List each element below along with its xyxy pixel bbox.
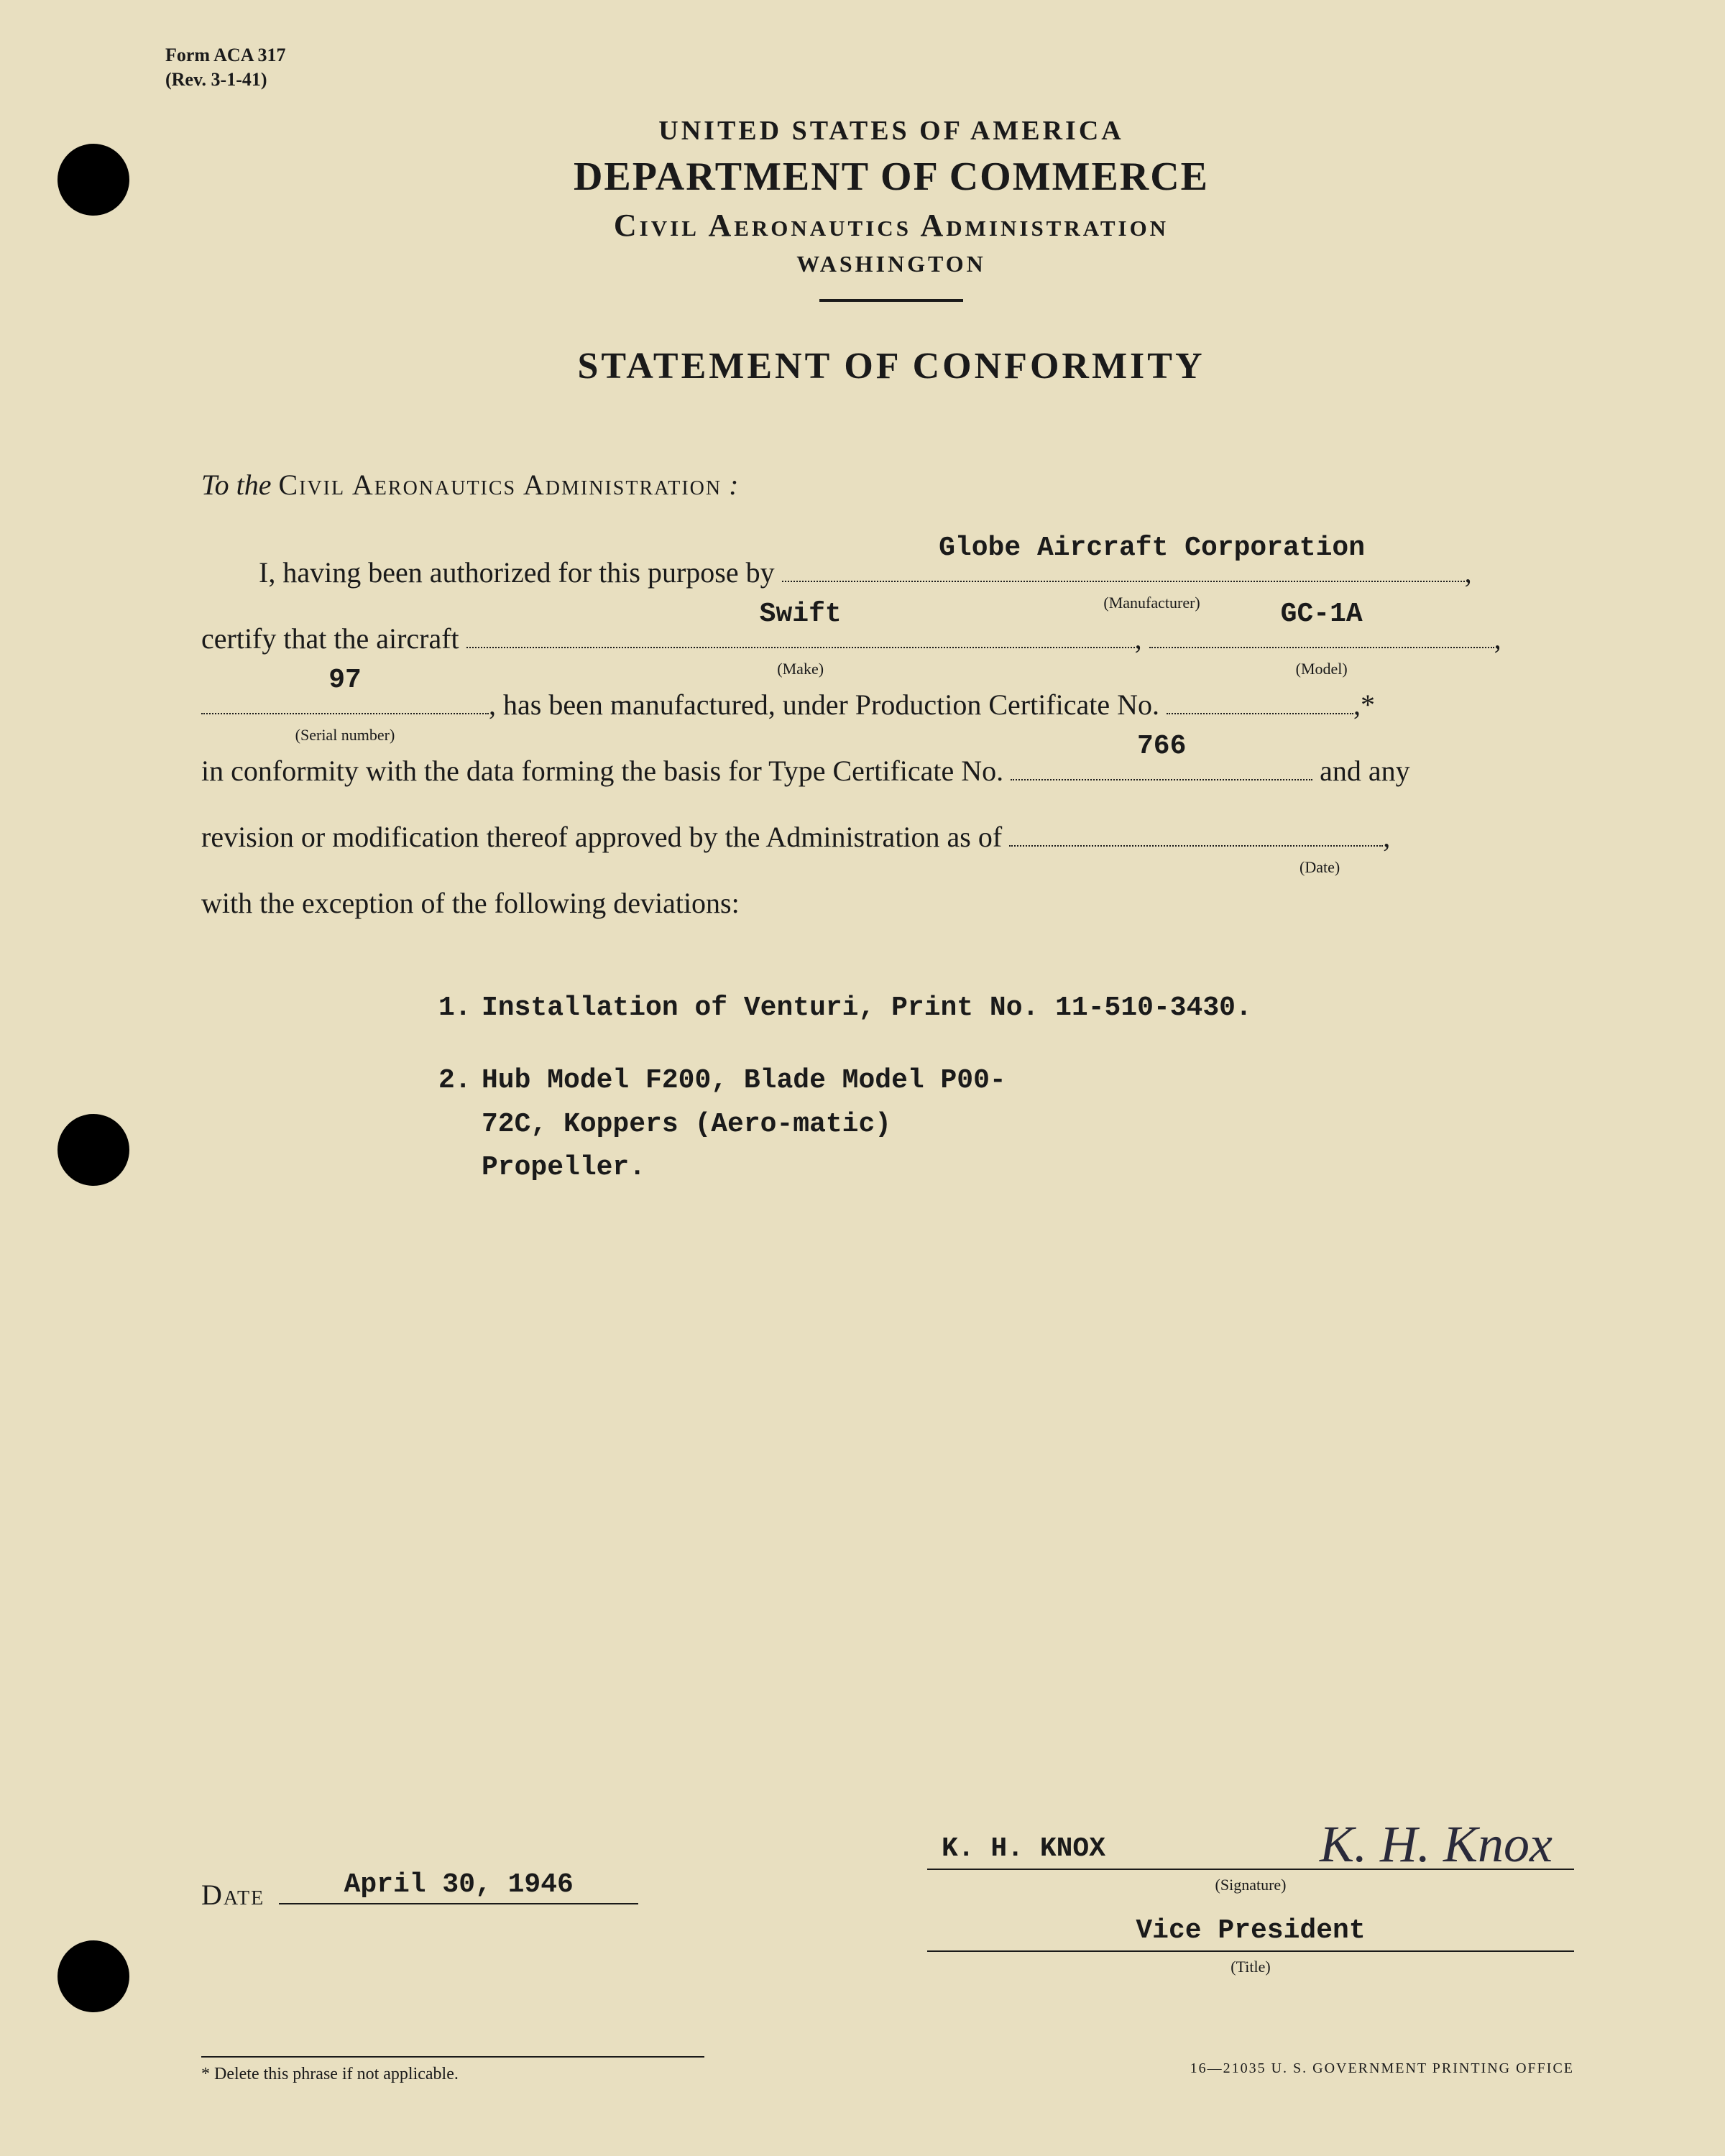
paragraph-2: certify that the aircraft Swift(Make), G… [201, 606, 1581, 672]
signature-section: K. H. KNOX K. H. Knox (Signature) Vice P… [927, 1827, 1574, 1998]
date-field: April 30, 1946 [279, 1903, 638, 1904]
production-cert-field [1167, 713, 1353, 714]
type-cert-value: 766 [1137, 715, 1186, 778]
text: revision or modification thereof approve… [201, 821, 1009, 853]
paragraph-5: revision or modification thereof approve… [201, 804, 1581, 870]
text: , has been manufactured, under Productio… [489, 688, 1167, 721]
deviations-list: 1. Installation of Venturi, Print No. 11… [438, 987, 1581, 1190]
header-city: WASHINGTON [201, 251, 1581, 277]
punch-hole-icon [58, 1114, 129, 1186]
text: , [1135, 622, 1149, 655]
text: ,* [1353, 688, 1375, 721]
header-department: DEPARTMENT OF COMMERCE [201, 154, 1581, 200]
date-value: April 30, 1946 [344, 1869, 574, 1900]
date-section: Date April 30, 1946 [201, 1878, 638, 1912]
gpo-notice: 16—21035 U. S. GOVERNMENT PRINTING OFFIC… [1190, 2060, 1574, 2077]
punch-hole-icon [58, 144, 129, 216]
body-text: To the Civil Aeronautics Administration … [201, 452, 1581, 936]
date-label: Date [201, 1879, 264, 1911]
signer-title: Vice President [1136, 1915, 1365, 1946]
approval-date-field: (Date) [1009, 845, 1383, 847]
signature-typed-name: K. H. KNOX [942, 1833, 1105, 1864]
paragraph-1: I, having been authorized for this purpo… [201, 540, 1581, 606]
title-label: (Title) [927, 1958, 1574, 1976]
serial-value: 97 [328, 649, 362, 711]
header-agency: Civil Aeronautics Administration [201, 207, 1581, 244]
signature-line: K. H. KNOX K. H. Knox [927, 1827, 1574, 1870]
text: , [1383, 821, 1390, 853]
text: in conformity with the data forming the … [201, 755, 1011, 787]
document-header: UNITED STATES OF AMERICA DEPARTMENT OF C… [201, 115, 1581, 387]
document-page: Form ACA 317 (Rev. 3-1-41) UNITED STATES… [0, 0, 1725, 2156]
make-value: Swift [760, 583, 842, 645]
deviation-text: Hub Model F200, Blade Model P00-72C, Kop… [482, 1059, 1028, 1190]
deviation-text: Installation of Venturi, Print No. 11-51… [482, 987, 1252, 1031]
type-cert-field: 766 [1011, 779, 1312, 780]
salutation-prefix: To the [201, 469, 271, 501]
footnote: * Delete this phrase if not applicable. [201, 2056, 704, 2084]
document-title: STATEMENT OF CONFORMITY [201, 345, 1581, 387]
deviation-item: 2. Hub Model F200, Blade Model P00-72C, … [438, 1059, 1581, 1190]
paragraph-6: with the exception of the following devi… [201, 870, 1581, 936]
text: I, having been authorized for this purpo… [259, 556, 782, 589]
deviation-number: 1. [438, 987, 482, 1031]
salutation-recipient: Civil Aeronautics Administration [278, 469, 722, 501]
paragraph-4: in conformity with the data forming the … [201, 738, 1581, 804]
salutation: To the Civil Aeronautics Administration … [201, 452, 1581, 518]
text: and any [1312, 755, 1410, 787]
make-field: Swift(Make) [466, 647, 1135, 648]
signature-label: (Signature) [927, 1876, 1574, 1894]
form-id: Form ACA 317 [165, 43, 286, 68]
model-field: GC-1A(Model) [1149, 647, 1494, 648]
serial-field: 97(Serial number) [201, 713, 489, 714]
paragraph-3: 97(Serial number), has been manufactured… [201, 672, 1581, 738]
header-country: UNITED STATES OF AMERICA [201, 115, 1581, 147]
deviation-number: 2. [438, 1059, 482, 1190]
model-value: GC-1A [1281, 583, 1363, 645]
text: with the exception of the following devi… [201, 887, 740, 919]
title-line: Vice President [927, 1916, 1574, 1952]
header-divider [819, 299, 963, 302]
deviation-item: 1. Installation of Venturi, Print No. 11… [438, 987, 1581, 1031]
form-revision: (Rev. 3-1-41) [165, 68, 286, 92]
form-number: Form ACA 317 (Rev. 3-1-41) [165, 43, 286, 92]
signature-handwritten: K. H. Knox [1320, 1815, 1552, 1874]
manufacturer-value: Globe Aircraft Corporation [881, 517, 1365, 579]
punch-hole-icon [58, 1940, 129, 2012]
